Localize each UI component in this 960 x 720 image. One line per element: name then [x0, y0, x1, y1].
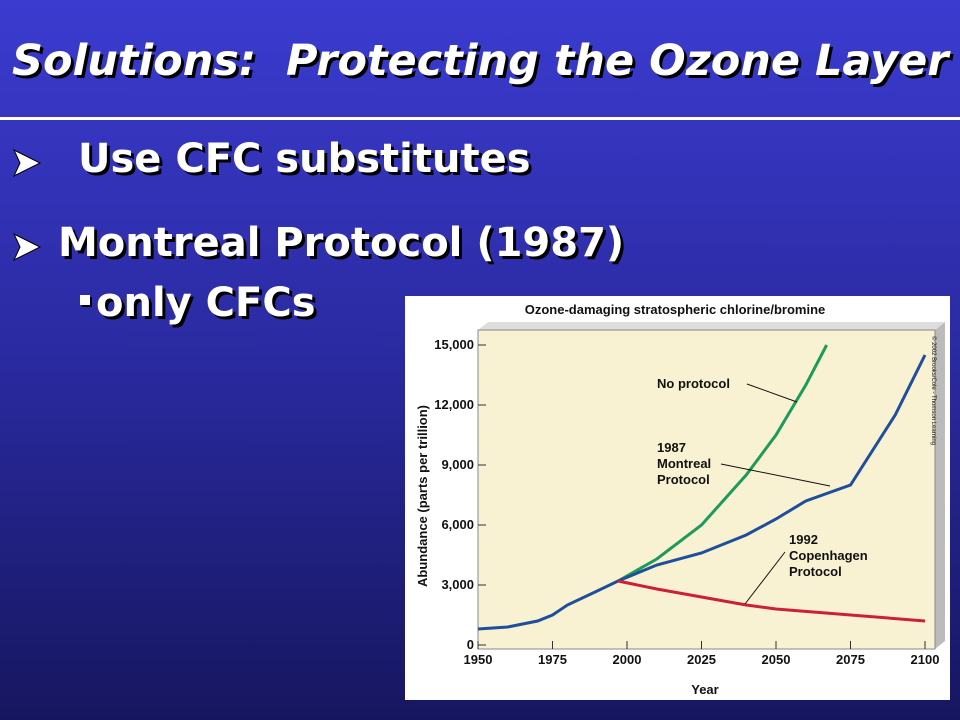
series-line [617, 344, 828, 583]
x-axis-label: Year [691, 682, 718, 697]
title-rule [0, 117, 960, 120]
bullet-arrow [12, 148, 42, 178]
credit: © 2002 Brooks/Cole - Thomson Learning [930, 336, 937, 445]
leader-line [746, 383, 798, 403]
series-line [477, 354, 927, 631]
bullet: Use CFC substitutes [78, 136, 531, 182]
x-tick-label: 2100 [911, 652, 940, 667]
slide-title: Solutions: Protecting the Ozone Layer [12, 36, 949, 86]
x-tick-label: 2000 [613, 652, 642, 667]
y-tick-label: 15,000 [434, 337, 474, 352]
x-tick-label: 1975 [538, 652, 567, 667]
chart-title: Ozone-damaging stratospheric chlorine/br… [525, 302, 826, 317]
y-tick-label: 0 [467, 637, 474, 652]
series-label-box: 1987 Montreal Protocol [657, 440, 712, 487]
series-label: 1987 Montreal Protocol [657, 440, 712, 487]
y-tick-label: 12,000 [434, 397, 474, 412]
x-tick-label: 2050 [762, 652, 791, 667]
x-tick-label: 2075 [836, 652, 865, 667]
series-line [617, 579, 926, 623]
series-label-box: No protocol [657, 376, 730, 391]
series-label: 1992 Copenhagen Protocol [789, 532, 868, 579]
frame-top [478, 322, 945, 330]
y-tick-label: 9,000 [441, 457, 474, 472]
frame-side [935, 322, 945, 649]
leader-line [720, 463, 831, 487]
y-axis-label: Abundance (parts per trillion) [415, 405, 430, 587]
bullet: Montreal Protocol (1987) [58, 220, 625, 266]
series-label-box: 1992 Copenhagen Protocol [789, 532, 868, 579]
plot-area [477, 329, 936, 650]
y-tick-label: 3,000 [441, 577, 474, 592]
series-label: No protocol [657, 376, 730, 391]
leader-line [744, 551, 786, 605]
sub-bullet-mark [80, 295, 90, 305]
chart: Ozone-damaging stratospheric chlorine/br… [405, 296, 950, 700]
bullet-arrow [12, 232, 42, 262]
sub-bullet: only CFCs [96, 280, 316, 326]
x-tick-label: 2025 [687, 652, 716, 667]
y-tick-label: 6,000 [441, 517, 474, 532]
x-tick-label: 1950 [464, 652, 493, 667]
